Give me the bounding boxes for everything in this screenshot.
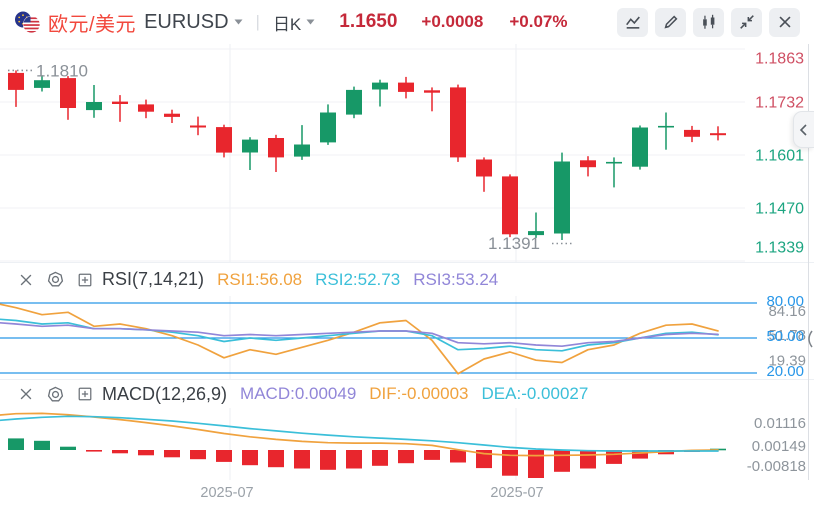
rsi-indicator-header: RSI(7,14,21) RSI1:56.08 RSI2:52.73 RSI3:…: [0, 263, 814, 296]
macd-add-button[interactable]: [77, 386, 93, 402]
time-axis-label: 2025-07: [490, 485, 544, 501]
time-axis: 2025-07 2025-07: [0, 480, 814, 508]
period-label: 日K: [272, 14, 302, 34]
collapse-axis-tab[interactable]: [793, 111, 814, 148]
rsi2-value: RSI2:52.73: [315, 269, 401, 289]
svg-text:-0.00818: -0.00818: [747, 458, 806, 475]
macd-settings-button[interactable]: [47, 386, 64, 403]
last-price: 1.1650: [339, 11, 398, 32]
rsi-settings-button[interactable]: [47, 271, 64, 288]
rsi-chart[interactable]: 84.16 51.78 19.39 80.00 50.00 20.00: [0, 296, 814, 380]
svg-text:80.00: 80.00: [766, 296, 804, 310]
svg-text:0.00149: 0.00149: [752, 438, 806, 455]
chart-header: 欧元/美元 EURUSD | 日K 1.1650 +0.0008 +0.07%: [0, 0, 814, 44]
close-icon: [20, 274, 32, 285]
line-chart-icon: [625, 16, 640, 29]
edit-icon: [663, 15, 677, 29]
line-chart-button[interactable]: [617, 7, 648, 37]
dea-value: DEA:-0.00027: [481, 384, 589, 403]
svg-text:84.16: 84.16: [768, 303, 806, 320]
rsi-add-button[interactable]: [77, 272, 93, 288]
chevron-left-icon: [799, 123, 807, 136]
svg-text:51.78: 51.78: [768, 327, 806, 344]
chart-toolbar: [617, 7, 800, 37]
collapse-button[interactable]: [731, 7, 762, 37]
chevron-down-icon: [234, 19, 243, 25]
close-icon: [20, 388, 32, 400]
svg-text:1.1470: 1.1470: [755, 201, 804, 218]
rsi3-value: RSI3:53.24: [413, 269, 499, 289]
svg-text:50.00: 50.00: [766, 328, 804, 345]
header-separator: |: [255, 12, 260, 31]
gear-icon: [47, 271, 64, 287]
svg-text:19.39: 19.39: [768, 353, 806, 370]
period-dropdown[interactable]: 日K: [273, 10, 315, 35]
close-chart-button[interactable]: [769, 7, 800, 37]
candlestick-icon: [702, 14, 714, 29]
collapse-icon: [739, 15, 754, 29]
svg-text:1.1391: 1.1391: [488, 234, 540, 253]
draw-button[interactable]: [655, 7, 686, 37]
symbol-dropdown[interactable]: EURUSD: [144, 10, 243, 34]
svg-text:20.00: 20.00: [766, 363, 804, 380]
price-change: +0.0008: [421, 12, 484, 31]
chart-type-button[interactable]: [693, 7, 724, 37]
macd-value: MACD:0.00049: [240, 384, 357, 403]
rsi-close-button[interactable]: [18, 272, 34, 288]
svg-text:1.1732: 1.1732: [755, 95, 804, 112]
axis-divider: [808, 44, 809, 480]
close-icon: [778, 16, 791, 28]
rsi-title: RSI(7,14,21): [102, 269, 205, 289]
chevron-down-icon: [306, 19, 315, 25]
add-square-icon: [78, 387, 92, 401]
macd-chart[interactable]: 0.01116 0.00149 -0.00818: [0, 408, 814, 480]
macd-indicator-header: MACD(12,26,9) MACD:0.00049 DIF:-0.00003 …: [0, 380, 814, 408]
macd-close-button[interactable]: [18, 386, 34, 402]
panel-divider: [0, 379, 814, 380]
pair-name-cn: 欧元/美元: [48, 13, 137, 36]
macd-title: MACD(12,26,9): [102, 383, 228, 404]
price-change-pct: +0.07%: [509, 12, 568, 31]
svg-text:1.1339: 1.1339: [755, 240, 804, 257]
gear-icon: [47, 386, 64, 401]
add-square-icon: [78, 273, 92, 286]
dif-value: DIF:-0.00003: [369, 384, 469, 403]
svg-text:0.01116: 0.01116: [754, 415, 806, 432]
svg-text:1.1601: 1.1601: [755, 148, 804, 165]
panel-divider: [0, 262, 814, 263]
symbol-label: EURUSD: [144, 10, 229, 33]
pair-flag-icon: [15, 11, 41, 34]
svg-text:1.1863: 1.1863: [755, 51, 804, 68]
rsi-axis-collapse-icon[interactable]: [805, 330, 814, 348]
candlestick-chart[interactable]: 1.1810 1.1391 1.1863 1.1732 1.1601 1.1470 1.13…: [0, 44, 814, 262]
rsi1-value: RSI1:56.08: [217, 269, 303, 289]
time-axis-label: 2025-07: [200, 485, 254, 501]
svg-text:1.1810: 1.1810: [36, 61, 88, 80]
